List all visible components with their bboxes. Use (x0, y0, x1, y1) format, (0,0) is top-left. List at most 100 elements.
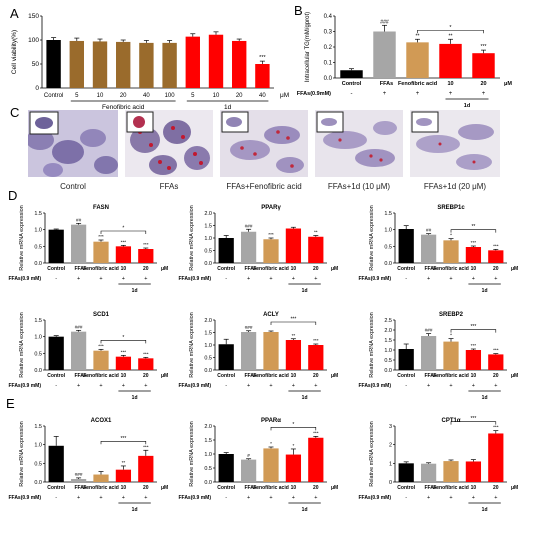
panel-b-y-tick-label: 0.1 (324, 61, 333, 67)
gene-4-bar (308, 345, 324, 370)
micrograph-fenofibric-art (220, 110, 308, 177)
panel-b-sig-label: *** (481, 44, 487, 50)
gene-0-y-tick-label: 1.0 (34, 228, 42, 234)
gene-6-y-tick-label: 0.5 (34, 461, 42, 467)
gene-5-ffa-sign: - (405, 383, 407, 389)
gene-4-sig-label: *** (313, 338, 319, 343)
gene-5-y-tick-label: 1.0 (384, 348, 392, 354)
gene-0-bar (115, 246, 132, 263)
gene-6-bar (48, 445, 64, 482)
micrograph-ffas (125, 110, 213, 177)
gene-6-sig-label: ### (75, 472, 83, 477)
gene-0-sig-label: *** (98, 234, 104, 239)
gene-1-bar (218, 238, 234, 263)
gene-1-bar (308, 236, 324, 263)
gene-0-sig-label: *** (121, 239, 127, 244)
gene-0-ffa-sign: + (99, 276, 102, 282)
gene-2-group-label: 1d (482, 288, 488, 294)
gene-1-y-tick-label: 1.5 (204, 224, 212, 230)
gene-3-sig-label: *** (143, 351, 149, 356)
panel-b-ffa-sign: + (383, 91, 387, 97)
panel-b-x-tick-label: Control (342, 81, 362, 87)
gene-0-x-tick-label: FFAs (74, 266, 86, 272)
gene-1-y-tick-label: 2.0 (204, 211, 212, 217)
panel-a-x-tick-label: 20 (120, 93, 127, 99)
gene-6-x-tick-label: Fenofibric acid (83, 485, 119, 491)
gene-0-bar (48, 229, 64, 263)
gene-1-y-tick-label: 1.0 (204, 236, 212, 242)
panel-a-x-tick-label: 40 (143, 93, 150, 99)
gene-1-x-tick-label: 20 (313, 266, 319, 272)
gene-4-y-tick-label: 1.5 (204, 331, 212, 337)
gene-2-ffa-sign: + (494, 276, 497, 282)
gene-0-title: FASN (93, 205, 109, 211)
gene-5-bar (488, 354, 504, 370)
gene-1-x-tick-label: Fenofibric acid (253, 266, 289, 272)
gene-5-bracket-sig: *** (470, 324, 476, 330)
gene-3-bar (70, 331, 87, 370)
gene-7-ffa-sign: + (269, 495, 272, 501)
gene-4-unit: μM (331, 373, 338, 379)
gene-1-y-tick-label: 0.5 (204, 249, 212, 255)
gene-8-y-tick-label: 1 (389, 461, 392, 467)
gene-2-unit: μM (511, 266, 518, 272)
gene-5-y-tick-label: 2.5 (384, 318, 392, 324)
gene-4-ffa-sign: - (225, 383, 227, 389)
gene-4-group-label: 1d (302, 395, 308, 401)
gene-8-ffa-sign: - (405, 495, 407, 501)
gene-3-bar (48, 336, 64, 370)
gene-3-bar (138, 358, 154, 370)
gene-2-sig-label: ## (426, 228, 432, 233)
gene-3-bar (115, 356, 132, 370)
gene-6-ffa-sign: + (77, 495, 80, 501)
gene-8-group-label: 1d (482, 507, 488, 513)
gene-2-sig-label: * (450, 233, 452, 238)
micrograph-1d-20 (410, 110, 500, 177)
panel-b-group-label: 1d (464, 103, 470, 109)
gene-8-x-tick-label: 10 (471, 485, 477, 491)
micrograph-1d-10 (315, 110, 403, 177)
panel-label-d: D (8, 188, 17, 203)
panel-a-bar (139, 42, 154, 88)
micrograph-1d-20-art (410, 110, 500, 177)
panel-a-y-tick-label: 0 (35, 85, 39, 92)
gene-2-sig-label: *** (471, 240, 477, 245)
gene-8-x-tick-label: Control (397, 485, 415, 491)
gene-2-y-tick-label: 0.5 (384, 244, 392, 250)
panel-b-bar (439, 43, 462, 78)
gene-3-title: SCD1 (93, 312, 110, 318)
gene-6-ffa-sign: + (144, 495, 147, 501)
panel-a-x-tick-label: Control (44, 93, 63, 99)
gene-5-bar (443, 341, 459, 370)
gene-7-x-tick-label: 20 (313, 485, 319, 491)
gene-3-ffa-sign: + (122, 383, 125, 389)
gene-8-unit: μM (511, 485, 518, 491)
gene-7-x-tick-label: Control (217, 485, 235, 491)
gene-7-ffa-label: FFAs(0.9 mM) (178, 495, 211, 501)
gene-0-bar (138, 249, 154, 263)
panel-b-ffa-sign: + (449, 91, 453, 97)
micrograph-1d-10-art (315, 110, 403, 177)
gene-4-y-tick-label: 2.0 (204, 318, 212, 324)
gene-1-ffa-sign: + (247, 276, 250, 282)
gene-4-y-label: Relative mRNA expression (189, 312, 195, 377)
gene-8-bar (465, 461, 482, 482)
gene-8-x-tick-label: FFAs (424, 485, 436, 491)
gene-8-ffa-sign: + (494, 495, 497, 501)
gene-8-sig-label: *** (493, 425, 499, 430)
gene-6-bar (70, 479, 87, 482)
gene-1-ffa-sign: + (314, 276, 317, 282)
panel-b-y-tick-label: 0.2 (324, 45, 333, 51)
gene-2-y-tick-label: 1.0 (384, 228, 392, 234)
gene-7-bar (218, 454, 234, 482)
gene-8-ffa-sign: + (472, 495, 475, 501)
gene-7-ffa-sign: + (314, 495, 317, 501)
gene-8-bar (488, 433, 504, 482)
gene-7-bar (263, 448, 279, 482)
gene-2-x-tick-label: FFAs (424, 266, 436, 272)
gene-6-chart: 0.0 0.5 1.0 1.5 Relative mRNA expression ### *… (8, 418, 168, 513)
gene-5-ffa-sign: + (449, 383, 452, 389)
gene-3-x-tick-label: Fenofibric acid (83, 373, 119, 379)
gene-7-y-tick-label: 0.5 (204, 466, 212, 472)
gene-1-x-tick-label: 10 (291, 266, 297, 272)
